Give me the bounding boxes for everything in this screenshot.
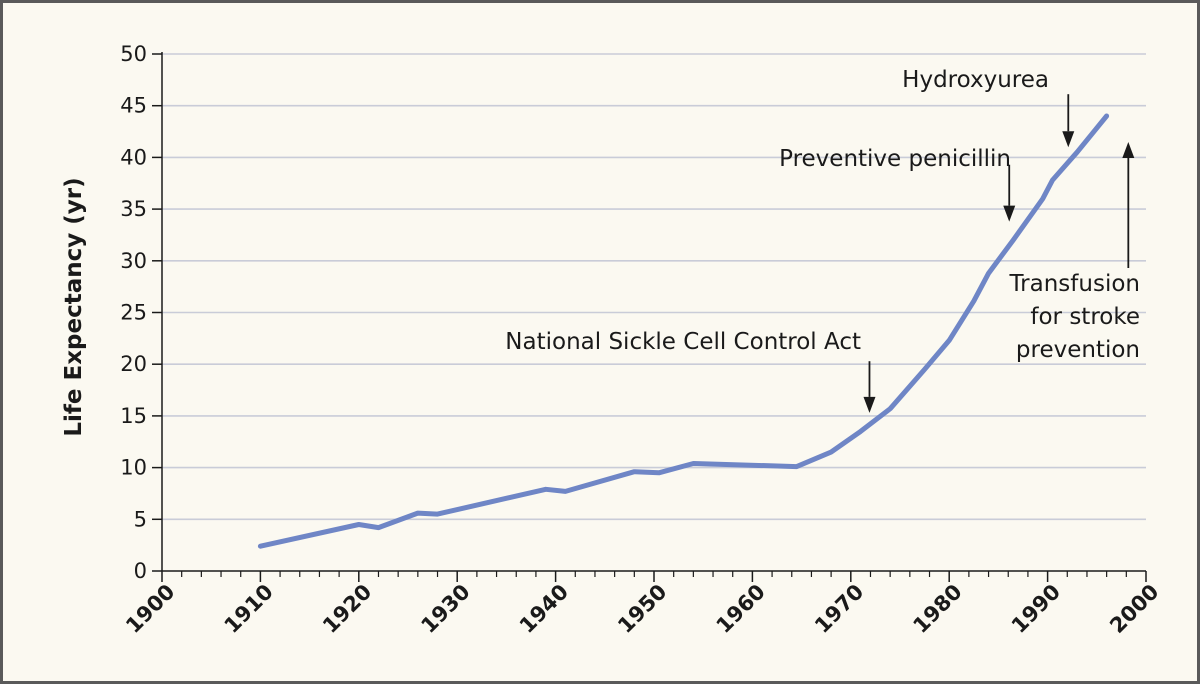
annotation-arrowhead [1003,205,1016,222]
y-tick-label: 20 [120,352,147,376]
annotation-arrowhead [1122,142,1135,159]
gridlines [162,53,1146,521]
y-tick-label: 35 [120,197,147,221]
annotation-label: for stroke [1030,304,1140,330]
x-tick-label: 1970 [810,580,868,638]
x-tick-label: 1990 [1007,580,1065,638]
y-tick-label: 25 [120,301,147,325]
x-tick-label: 2000 [1105,580,1163,638]
x-tick-label: 1940 [515,580,573,638]
annotation-arrowhead [863,396,876,413]
y-tick-labels: 0 5 10 15 20 25 30 35 40 45 50 [120,42,147,583]
x-tick-label: 1930 [416,580,474,638]
annotation-arrowhead [1062,131,1075,148]
x-tick-labels: 1900 1910 1920 1930 1940 1950 1960 1970 1980 1990… [121,580,1163,638]
x-tick-label: 1910 [220,580,278,638]
annotation-label: prevention [1016,337,1140,363]
x-tick-label: 1950 [613,580,671,638]
y-tick-label: 15 [120,404,147,428]
annotations: National Sickle Cell Control Act Preventi… [505,67,1140,413]
life-expectancy-chart: 0 5 10 15 20 25 30 35 40 45 50 1900 1910 1920 1930 194… [61,42,1164,638]
annotation-label: National Sickle Cell Control Act [505,329,861,355]
x-tick-label: 1960 [712,580,770,638]
y-tick-label: 5 [134,507,147,531]
x-tick-label: 1900 [121,580,179,638]
annotation-label: Transfusion [1009,271,1140,297]
y-tick-label: 50 [120,42,147,66]
y-tick-label: 45 [120,94,147,118]
y-tick-label: 40 [120,145,147,169]
y-axis-label: Life Expectancy (yr) [61,177,87,436]
x-tick-label: 1980 [908,580,966,638]
axes [152,52,1147,582]
y-tick-label: 0 [134,559,147,583]
annotation-label: Preventive penicillin [779,146,1011,172]
x-tick-label: 1920 [318,580,376,638]
y-tick-label: 10 [120,456,147,480]
annotation-label: Hydroxyurea [902,67,1049,93]
series-line [257,113,1110,549]
y-tick-label: 30 [120,249,147,273]
